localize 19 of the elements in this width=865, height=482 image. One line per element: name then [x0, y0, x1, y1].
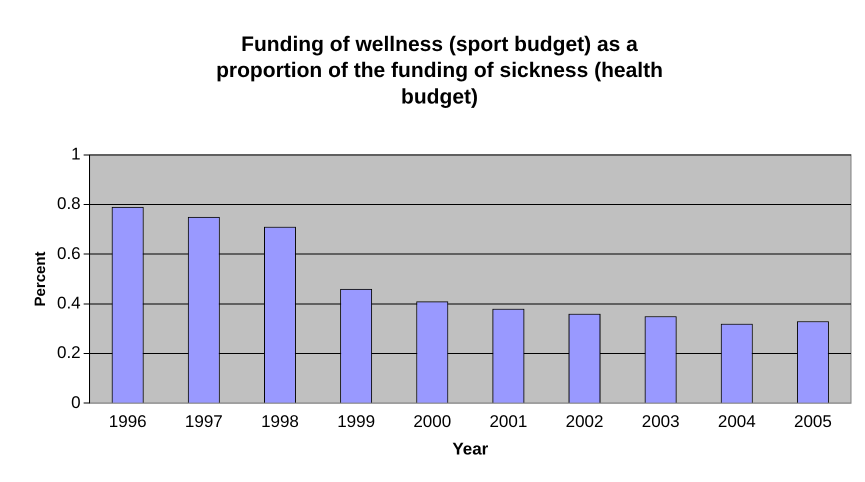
x-tick-label: 2005	[794, 412, 832, 432]
x-tick-label: 2001	[489, 412, 528, 432]
y-axis-title: Percent	[32, 251, 50, 306]
chart-title: Funding of wellness (sport budget) as a proportion of the funding of sickness (health budget)	[216, 32, 663, 108]
x-tick-label: 2000	[413, 412, 452, 432]
y-tick-label: 1	[71, 144, 81, 164]
x-axis-title: Year	[452, 439, 489, 458]
x-tick-label: 1998	[261, 412, 299, 432]
y-tick-label: 0.2	[56, 343, 81, 362]
y-tick-label: 0.8	[56, 194, 81, 214]
x-tick-label: 1996	[108, 412, 147, 432]
y-tick-label: 0.6	[56, 244, 81, 263]
x-tick-label: 2002	[566, 412, 604, 432]
y-tick-label: 0	[71, 392, 81, 412]
x-tick-label: 1997	[184, 412, 223, 432]
y-tick-label: 0.4	[56, 294, 81, 313]
x-tick-label: 2003	[642, 412, 680, 432]
x-tick-label: 1999	[337, 412, 376, 432]
x-tick-label: 2004	[718, 412, 756, 432]
